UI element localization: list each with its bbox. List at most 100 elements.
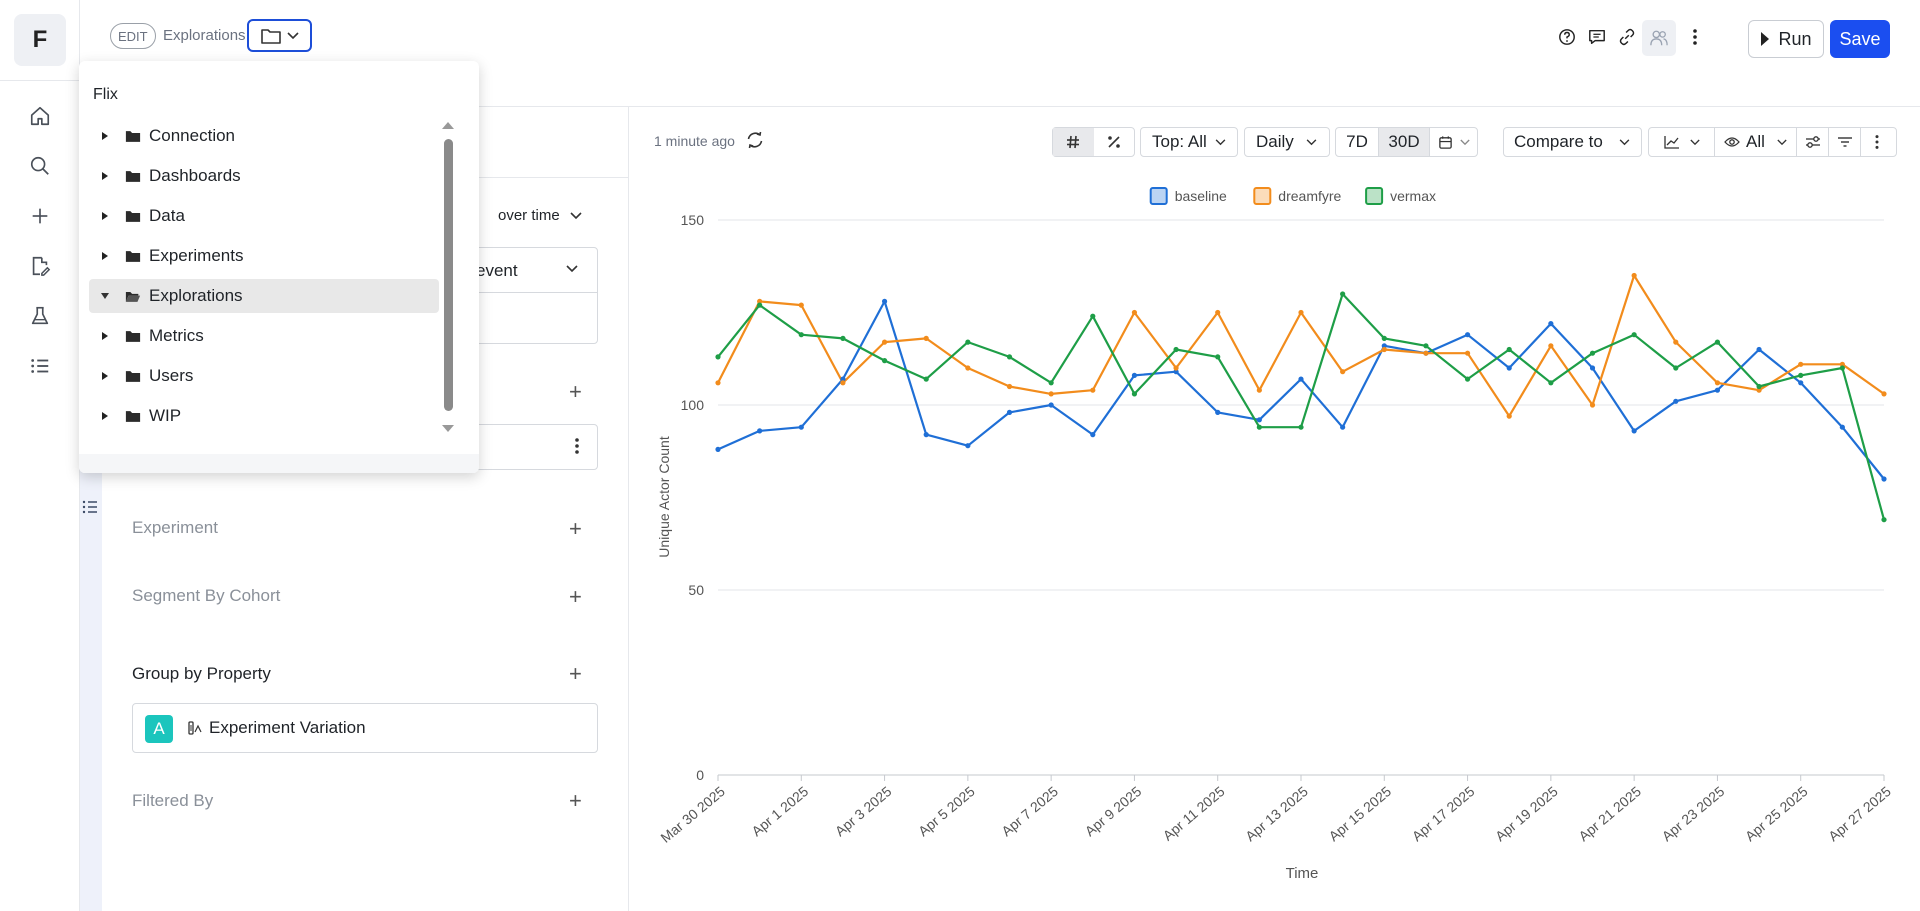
data-point[interactable]	[1631, 428, 1637, 434]
nav-docs[interactable]	[22, 248, 58, 284]
data-point[interactable]	[1173, 346, 1179, 353]
data-point[interactable]	[1298, 376, 1304, 382]
data-point[interactable]	[1673, 339, 1679, 345]
share-users-button[interactable]	[1642, 20, 1676, 56]
data-point[interactable]	[757, 428, 763, 434]
expand-toggle[interactable]	[97, 292, 113, 300]
data-point[interactable]	[1381, 335, 1387, 341]
data-point[interactable]	[1589, 402, 1596, 408]
compare-select[interactable]: Compare to	[1503, 127, 1642, 157]
data-point[interactable]	[1464, 350, 1471, 356]
data-point[interactable]	[1215, 354, 1221, 360]
expand-toggle[interactable]	[97, 411, 113, 421]
data-point[interactable]	[1673, 398, 1679, 404]
data-point[interactable]	[923, 432, 929, 438]
metric-card-menu[interactable]	[574, 437, 580, 455]
expand-toggle[interactable]	[97, 171, 113, 181]
data-point[interactable]	[1173, 365, 1179, 371]
caret-right-icon[interactable]	[101, 171, 109, 181]
add-filter-button[interactable]: +	[569, 788, 582, 813]
data-point[interactable]	[1548, 380, 1554, 386]
data-point[interactable]	[1756, 383, 1762, 390]
nav-home[interactable]	[22, 98, 58, 134]
add-segment-button[interactable]: +	[569, 584, 582, 609]
folder-item[interactable]: Connection	[89, 119, 439, 153]
percent-format-button[interactable]	[1094, 128, 1135, 156]
data-point[interactable]	[1839, 365, 1845, 371]
data-point[interactable]	[1756, 346, 1762, 353]
series-line-baseline[interactable]	[717, 300, 1885, 480]
folder-item[interactable]: Data	[89, 199, 439, 233]
data-point[interactable]	[1714, 339, 1721, 345]
legend-item-vermax[interactable]: vermax	[1365, 187, 1436, 205]
data-point[interactable]	[715, 380, 721, 386]
chart-type-select[interactable]	[1649, 128, 1715, 156]
data-point[interactable]	[1548, 343, 1554, 349]
folder-picker-button[interactable]	[247, 19, 312, 52]
data-point[interactable]	[1548, 321, 1554, 327]
data-point[interactable]	[1881, 476, 1887, 482]
data-point[interactable]	[1048, 402, 1054, 408]
group-by-item[interactable]: A Experiment Variation	[132, 703, 598, 753]
add-metric-button[interactable]: +	[569, 379, 582, 404]
expand-toggle[interactable]	[97, 251, 113, 261]
data-point[interactable]	[1131, 309, 1138, 316]
over-time-select[interactable]: over time	[498, 207, 582, 224]
run-button[interactable]: Run	[1748, 20, 1824, 58]
folder-item[interactable]: Dashboards	[89, 159, 439, 193]
help-button[interactable]	[1552, 22, 1582, 52]
expand-toggle[interactable]	[97, 331, 113, 341]
data-point[interactable]	[1506, 413, 1512, 419]
scrollbar-thumb[interactable]	[444, 139, 453, 411]
data-point[interactable]	[1589, 350, 1596, 356]
nav-list[interactable]	[22, 348, 58, 384]
data-point[interactable]	[757, 298, 763, 304]
data-point[interactable]	[1090, 432, 1096, 438]
data-point[interactable]	[1839, 424, 1845, 430]
data-point[interactable]	[1381, 343, 1387, 349]
data-point[interactable]	[881, 298, 888, 304]
expand-toggle[interactable]	[97, 211, 113, 221]
data-point[interactable]	[1340, 424, 1346, 430]
data-point[interactable]	[798, 332, 804, 338]
add-experiment-button[interactable]: +	[569, 516, 582, 541]
nav-search[interactable]	[22, 148, 58, 184]
nav-create[interactable]	[22, 198, 58, 234]
data-point[interactable]	[757, 302, 763, 308]
data-point[interactable]	[1256, 417, 1262, 423]
data-point[interactable]	[881, 358, 888, 364]
expand-toggle[interactable]	[97, 131, 113, 141]
visibility-select[interactable]: All	[1715, 128, 1797, 156]
dropdown-scrollbar[interactable]	[441, 119, 455, 435]
chart-more-button[interactable]	[1861, 128, 1893, 156]
caret-right-icon[interactable]	[101, 371, 109, 381]
caret-right-icon[interactable]	[101, 131, 109, 141]
data-point[interactable]	[1631, 332, 1637, 338]
data-point[interactable]	[1798, 372, 1804, 378]
data-point[interactable]	[881, 339, 888, 345]
folder-item[interactable]: Metrics	[89, 319, 439, 353]
data-point[interactable]	[923, 376, 929, 382]
data-point[interactable]	[1256, 387, 1262, 393]
app-logo[interactable]: F	[14, 14, 66, 66]
data-point[interactable]	[1506, 365, 1512, 371]
folder-item[interactable]: Users	[89, 359, 439, 393]
data-point[interactable]	[1298, 309, 1304, 316]
data-point[interactable]	[1714, 380, 1721, 386]
nav-experiments[interactable]	[22, 298, 58, 334]
data-point[interactable]	[1090, 313, 1096, 319]
data-point[interactable]	[965, 339, 971, 345]
data-point[interactable]	[715, 446, 721, 452]
data-point[interactable]	[1006, 354, 1013, 360]
data-point[interactable]	[1798, 380, 1804, 386]
data-point[interactable]	[840, 376, 846, 382]
data-point[interactable]	[1173, 369, 1179, 375]
data-point[interactable]	[1256, 424, 1262, 430]
data-point[interactable]	[1048, 380, 1054, 386]
caret-down-icon[interactable]	[100, 292, 110, 300]
data-point[interactable]	[1131, 372, 1138, 378]
data-point[interactable]	[1631, 272, 1637, 279]
folder-item[interactable]: Experiments	[89, 239, 439, 273]
data-point[interactable]	[1673, 365, 1679, 371]
data-point[interactable]	[1298, 424, 1304, 430]
